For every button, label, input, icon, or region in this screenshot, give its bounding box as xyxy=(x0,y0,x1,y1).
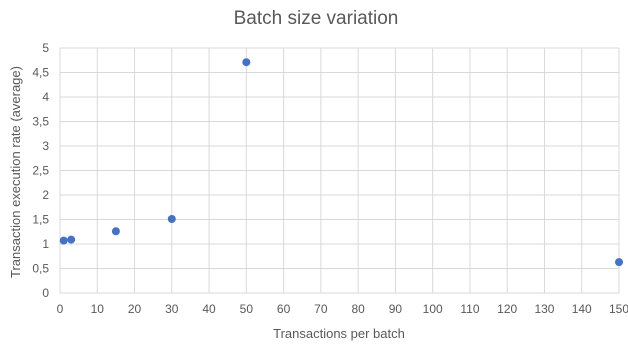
x-tick-label: 100 xyxy=(423,302,443,316)
x-tick-label: 110 xyxy=(460,302,479,316)
x-tick-label: 50 xyxy=(240,302,254,316)
y-tick-label: 0 xyxy=(42,286,49,300)
y-tick-label: 4,5 xyxy=(32,66,49,80)
x-tick-label: 40 xyxy=(202,302,216,316)
x-tick-label: 90 xyxy=(389,302,403,316)
data-point xyxy=(59,236,68,245)
x-tick-label: 70 xyxy=(314,302,328,316)
x-tick-label: 0 xyxy=(57,302,64,316)
y-tick-label: 3 xyxy=(42,139,49,153)
x-tick-label: 150 xyxy=(609,302,628,316)
y-tick-label: 4 xyxy=(42,90,49,104)
data-point xyxy=(167,215,176,224)
y-tick-label: 2 xyxy=(42,188,49,202)
data-point xyxy=(615,258,623,267)
data-point xyxy=(67,235,76,244)
y-tick-label: 1 xyxy=(42,237,49,251)
x-tick-label: 120 xyxy=(497,302,517,316)
x-tick-label: 140 xyxy=(572,302,592,316)
y-axis-label: Transaction execution rate (average) xyxy=(8,66,23,278)
x-tick-label: 10 xyxy=(91,302,105,316)
data-points xyxy=(59,58,623,267)
chart-title: Batch size variation xyxy=(234,8,399,29)
x-axis-label: Transactions per batch xyxy=(273,326,405,341)
x-tick-label: 80 xyxy=(351,302,365,316)
x-axis-ticks: 0 10 20 30 40 50 60 70 80 90 100 110 120 130 140 150 xyxy=(57,302,628,316)
x-tick-label: 60 xyxy=(277,302,291,316)
y-tick-label: 5 xyxy=(42,41,49,55)
y-tick-label: 0,5 xyxy=(32,262,49,276)
x-tick-label: 130 xyxy=(534,302,554,316)
y-tick-label: 3,5 xyxy=(32,115,49,129)
x-tick-label: 20 xyxy=(128,302,142,316)
y-axis-ticks: 0 0,5 1 1,5 2 2,5 3 3,5 4 4,5 5 xyxy=(32,41,49,300)
y-tick-label: 2,5 xyxy=(32,164,49,178)
data-point xyxy=(111,227,120,236)
data-point xyxy=(242,58,251,67)
y-tick-label: 1,5 xyxy=(32,213,49,227)
x-tick-label: 30 xyxy=(165,302,179,316)
gridlines xyxy=(59,47,620,294)
